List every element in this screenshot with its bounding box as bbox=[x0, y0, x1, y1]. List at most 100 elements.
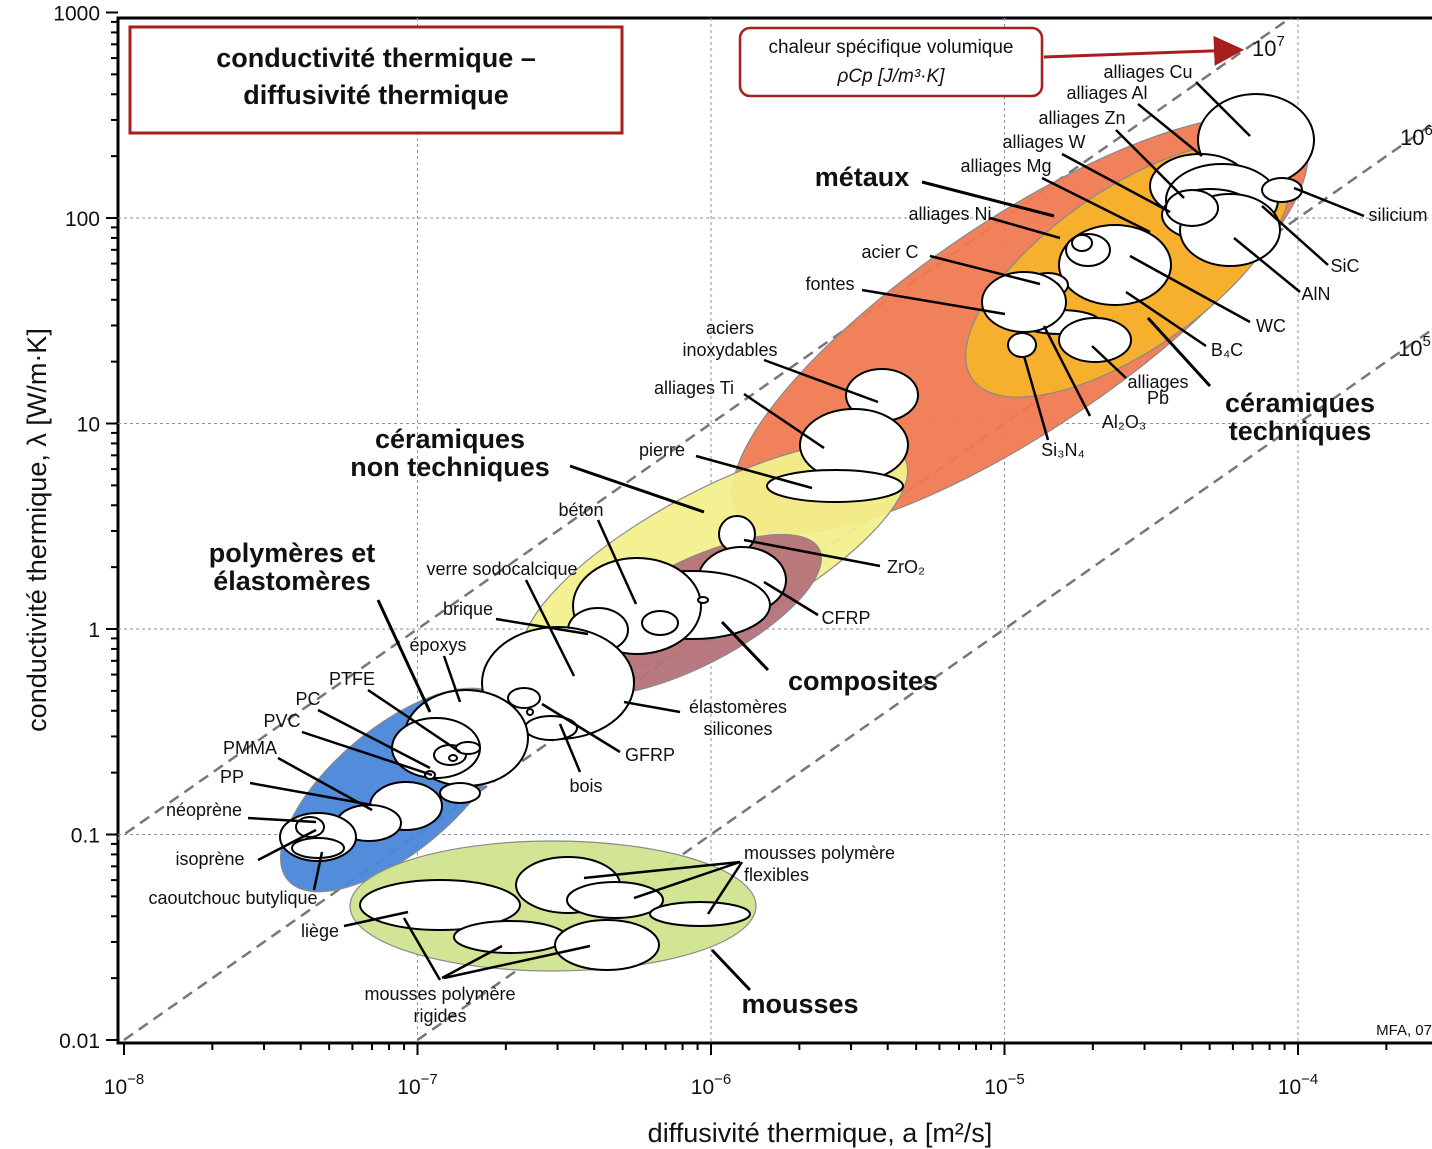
material-bubble bbox=[291, 837, 345, 859]
guide-label-5: 105 bbox=[1398, 333, 1431, 361]
leader-alliages-zn bbox=[1115, 129, 1185, 199]
leader-alliages-mg bbox=[1041, 176, 1151, 234]
label-wc: WC bbox=[1256, 316, 1286, 336]
label-bois: bois bbox=[569, 776, 602, 796]
family-leader-mousses bbox=[710, 948, 752, 992]
family-leader-composites bbox=[720, 620, 770, 672]
leader-pvc bbox=[301, 730, 433, 777]
title-box bbox=[128, 25, 624, 135]
label-alliages-al: alliages Al bbox=[1066, 83, 1147, 103]
leader-mousses-polymere-flexibles bbox=[583, 860, 741, 880]
material-bubble bbox=[697, 596, 709, 604]
leader-mousses-polymere-flexibles bbox=[633, 860, 741, 900]
leader-alliages-ti bbox=[743, 392, 825, 450]
y-tick-label: 10 bbox=[77, 414, 100, 437]
leader-al-o bbox=[1042, 325, 1092, 417]
y-tick-label: 0.01 bbox=[59, 1030, 100, 1053]
leader-brique bbox=[495, 617, 589, 636]
leader-mousses-polymere-rigides bbox=[443, 944, 591, 980]
label-aln: AlN bbox=[1301, 284, 1330, 304]
guide-legend-box bbox=[738, 26, 1044, 98]
leader-cfrp bbox=[763, 580, 819, 617]
label-alliages-ti: alliages Ti bbox=[654, 378, 734, 398]
label-alliages-pb: alliages bbox=[1127, 372, 1188, 392]
leader-alliages-al bbox=[1137, 103, 1203, 157]
label-b-c: B₄C bbox=[1211, 340, 1243, 360]
label-pmma: PMMA bbox=[223, 738, 277, 758]
y-tick-label: 0.1 bbox=[71, 825, 100, 848]
label-verre-sodocalcique: verre sodocalcique bbox=[426, 559, 577, 579]
leader-alliages-pb bbox=[1091, 345, 1127, 379]
label-alliages-ni: alliages Ni bbox=[908, 204, 991, 224]
label-silicium: silicium bbox=[1368, 205, 1427, 225]
label-acier-c: acier C bbox=[861, 242, 918, 262]
family-label-mousses: mousses bbox=[741, 989, 858, 1019]
leader-elastomeres-silicones bbox=[623, 700, 681, 714]
leader-b-c bbox=[1125, 290, 1207, 348]
leader-wc bbox=[1129, 254, 1251, 324]
chart-credit: MFA, 07 bbox=[1376, 1022, 1432, 1039]
material-bubble bbox=[566, 881, 664, 919]
leader-ptfe bbox=[367, 688, 461, 754]
leader-caoutchouc-butylique bbox=[312, 851, 324, 891]
y-axis-title: conductivité thermique, λ [W/m·K] bbox=[22, 328, 52, 732]
label-mousses-polymere-flexibles: mousses polymère bbox=[744, 843, 895, 863]
label-alliages-mg: alliages Mg bbox=[960, 156, 1051, 176]
leader-alliages-ni bbox=[989, 216, 1061, 240]
label-mousses-polymere-flexibles-line2: flexibles bbox=[744, 865, 809, 885]
label-aciers-inoxydables-line2: inoxydables bbox=[682, 340, 777, 360]
leader-lines bbox=[247, 81, 1365, 992]
label-elastomeres-silicones-line2: silicones bbox=[703, 719, 772, 739]
label-alliages-zn: alliages Zn bbox=[1038, 108, 1125, 128]
leader-aciers-inoxydables bbox=[763, 358, 879, 404]
leader-neoprene bbox=[247, 816, 317, 824]
leader-gfrp bbox=[541, 702, 621, 754]
label-neoprene: néoprène bbox=[166, 800, 242, 820]
leader-silicium bbox=[1293, 186, 1365, 218]
label-sic: SiC bbox=[1330, 256, 1359, 276]
leader-bois bbox=[558, 723, 582, 773]
leader-alliages-cu bbox=[1195, 81, 1251, 137]
label-ptfe: PTFE bbox=[329, 669, 375, 689]
family-leader-ceramiques-non-techniques bbox=[569, 464, 705, 514]
material-bubble bbox=[453, 920, 567, 954]
leader-beton bbox=[596, 519, 638, 605]
material-bubble bbox=[554, 919, 660, 971]
leader-fontes bbox=[861, 288, 1006, 316]
label-isoprene: isoprène bbox=[175, 849, 244, 869]
label-alliages-pb-line2: Pb bbox=[1147, 388, 1169, 408]
guide-legend-line1: chaleur spécifique volumique bbox=[768, 37, 1013, 58]
leader-zro bbox=[743, 538, 881, 568]
leader-mousses-polymere-rigides bbox=[402, 917, 442, 981]
label-mousses-polymere-rigides-line2: rigides bbox=[413, 1006, 466, 1026]
label-aciers-inoxydables: aciers bbox=[706, 318, 754, 338]
leader-pc bbox=[317, 708, 431, 770]
axis-ticks: 10−8 10−7 10−6 10−5 10−4 0.01 0.1 1 10 100 1000 bbox=[53, 3, 1388, 1099]
chart-title-line2: diffusivité thermique bbox=[243, 80, 509, 110]
family-leader-polymeres-et-elastomeres bbox=[376, 599, 432, 713]
label-pp: PP bbox=[220, 767, 244, 787]
label-pc: PC bbox=[295, 689, 320, 709]
label-epoxys: époxys bbox=[409, 635, 466, 655]
x-tick-label: 10−4 bbox=[1278, 1071, 1318, 1099]
label-alliages-w: alliages W bbox=[1002, 132, 1085, 152]
x-tick-label: 10−6 bbox=[691, 1071, 731, 1099]
guide-legend-line2: ρCp [J/m³·K] bbox=[837, 66, 946, 87]
label-beton: béton bbox=[558, 500, 603, 520]
label-pvc: PVC bbox=[263, 711, 300, 731]
material-bubble bbox=[1071, 234, 1093, 252]
leader-isoprene bbox=[257, 828, 317, 862]
x-tick-label: 10−5 bbox=[984, 1071, 1024, 1099]
label-si-n: Si₃N₄ bbox=[1041, 440, 1085, 460]
family-leader-metaux bbox=[921, 180, 1055, 218]
leader-sic bbox=[1261, 205, 1329, 266]
x-tick-label: 10−8 bbox=[104, 1071, 144, 1099]
label-gfrp: GFRP bbox=[625, 745, 675, 765]
material-bubble bbox=[439, 782, 481, 804]
material-bubble bbox=[1058, 317, 1132, 363]
material-bubble bbox=[981, 271, 1067, 333]
x-tick-label: 10−7 bbox=[397, 1071, 437, 1099]
leader-alliages-w bbox=[1061, 152, 1171, 214]
material-bubble bbox=[448, 754, 458, 762]
